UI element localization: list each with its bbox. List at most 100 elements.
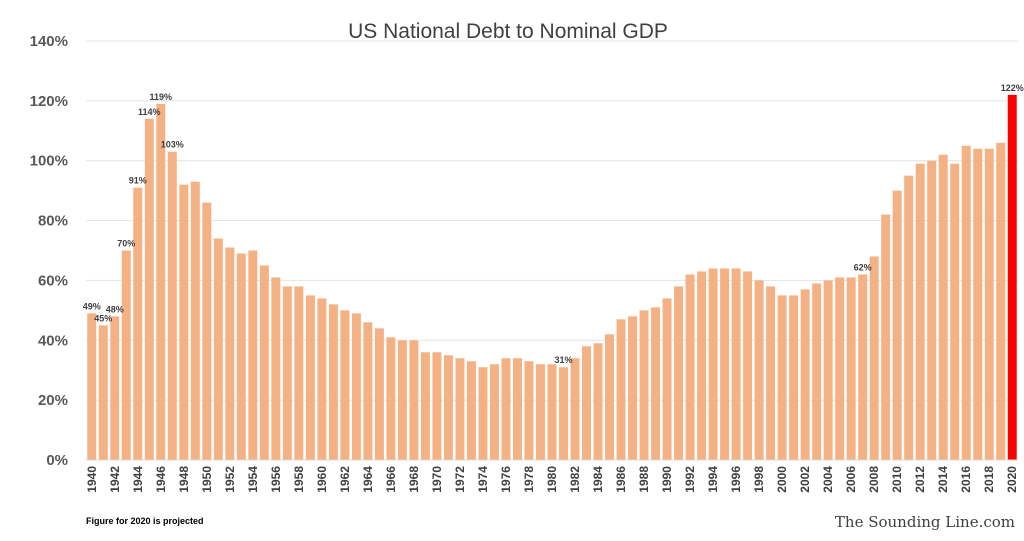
bar-2007 [858, 274, 868, 460]
bar-1956 [271, 277, 281, 460]
bar-1948 [179, 184, 189, 460]
bar-1995 [720, 268, 730, 460]
x-tick-label: 1940 [85, 466, 99, 493]
bar-1976 [501, 358, 511, 460]
bar-1998 [754, 280, 764, 460]
bar-2005 [835, 277, 845, 460]
branding-text: The Sounding Line.com [835, 513, 1015, 531]
x-tick-label: 2014 [936, 466, 950, 493]
bar-1959 [305, 295, 315, 460]
x-tick-label: 1976 [499, 466, 513, 493]
y-tick-label: 80% [38, 213, 68, 230]
bar-1954 [248, 250, 258, 460]
x-tick-label: 1958 [292, 466, 306, 493]
data-label-1945: 114% [138, 107, 161, 117]
bar-1960 [317, 298, 327, 460]
bar-2019 [996, 142, 1006, 460]
bar-1964 [363, 322, 373, 460]
x-tick-label: 1974 [476, 466, 490, 493]
bar-2002 [800, 289, 810, 460]
x-tick-label: 2002 [798, 466, 812, 493]
bar-1963 [351, 313, 361, 460]
x-tick-label: 1968 [407, 466, 421, 493]
bar-2011 [904, 175, 914, 460]
bar-1973 [466, 361, 476, 460]
data-label-1981: 31% [555, 355, 573, 365]
x-tick-label: 1990 [660, 466, 674, 493]
x-tick-label: 1946 [154, 466, 168, 493]
bar-1981 [559, 367, 568, 460]
x-tick-label: 1998 [752, 466, 766, 493]
x-tick-label: 1944 [131, 466, 145, 493]
x-tick-label: 1972 [453, 466, 467, 493]
bar-1949 [190, 181, 200, 460]
data-label-1944: 91% [129, 176, 147, 186]
bar-1980 [547, 364, 557, 460]
x-tick-label: 1986 [614, 466, 628, 493]
data-label-2007: 62% [854, 262, 872, 272]
data-label-1940: 49% [83, 301, 101, 311]
bar-1947 [167, 151, 177, 461]
bar-2009 [881, 214, 891, 460]
x-tick-label: 1984 [591, 466, 605, 493]
bar-2006 [846, 277, 856, 460]
x-tick-label: 2018 [982, 466, 996, 493]
x-tick-label: 1994 [706, 466, 720, 493]
x-tick-label: 1954 [246, 466, 260, 493]
bar-1969 [420, 352, 430, 460]
y-axis-ticks: 0% 20% 40% 60% 80% 100% 120% 140% [30, 33, 68, 469]
y-tick-label: 20% [38, 392, 68, 409]
x-tick-label: 2008 [867, 466, 881, 493]
bar-1991 [674, 286, 684, 460]
bar-1986 [616, 319, 626, 460]
x-tick-label: 1948 [177, 466, 191, 493]
x-tick-label: 1978 [522, 466, 536, 493]
bar-1943 [121, 250, 131, 460]
bar-1975 [489, 364, 499, 460]
bar-1974 [478, 367, 488, 460]
data-label-1943: 70% [117, 239, 135, 249]
x-tick-label: 2006 [844, 466, 858, 493]
data-label-1947: 103% [161, 140, 184, 150]
bar-1970 [432, 352, 442, 460]
bar-1962 [340, 310, 350, 460]
bar-1992 [685, 274, 695, 460]
bar-1987 [628, 316, 638, 460]
y-tick-label: 60% [38, 272, 68, 289]
y-tick-label: 120% [30, 93, 68, 110]
bar-2004 [823, 280, 833, 460]
y-tick-label: 100% [30, 153, 68, 170]
bar-1984 [593, 343, 603, 460]
x-tick-label: 1980 [545, 466, 559, 493]
bar-1946 [156, 103, 166, 460]
bar-1985 [605, 334, 615, 460]
x-tick-label: 2020 [1005, 466, 1019, 493]
bar-1994 [708, 268, 718, 460]
bar-1989 [651, 307, 661, 460]
x-tick-label: 1942 [108, 466, 122, 493]
bar-1982 [570, 358, 580, 460]
bar-1941 [98, 325, 108, 460]
bar-2001 [789, 295, 799, 460]
bar-1972 [455, 358, 465, 460]
bar-1988 [639, 310, 649, 460]
bar-1997 [743, 271, 753, 460]
x-tick-label: 1960 [315, 466, 329, 493]
bar-1993 [697, 271, 707, 460]
bar-2017 [973, 148, 983, 461]
bar-1944 [133, 187, 143, 460]
bar-1968 [409, 340, 419, 460]
bar-1977 [512, 358, 522, 460]
y-tick-label: 140% [30, 33, 68, 50]
bar-1942 [110, 316, 120, 460]
bar-1996 [731, 268, 741, 460]
data-label-1946: 119% [150, 92, 173, 102]
bar-2018 [984, 148, 994, 461]
x-tick-label: 1982 [568, 466, 582, 493]
x-tick-label: 1988 [637, 466, 651, 493]
data-label-1941: 45% [94, 313, 112, 323]
x-tick-label: 1950 [200, 466, 214, 493]
bar-1952 [225, 247, 235, 460]
